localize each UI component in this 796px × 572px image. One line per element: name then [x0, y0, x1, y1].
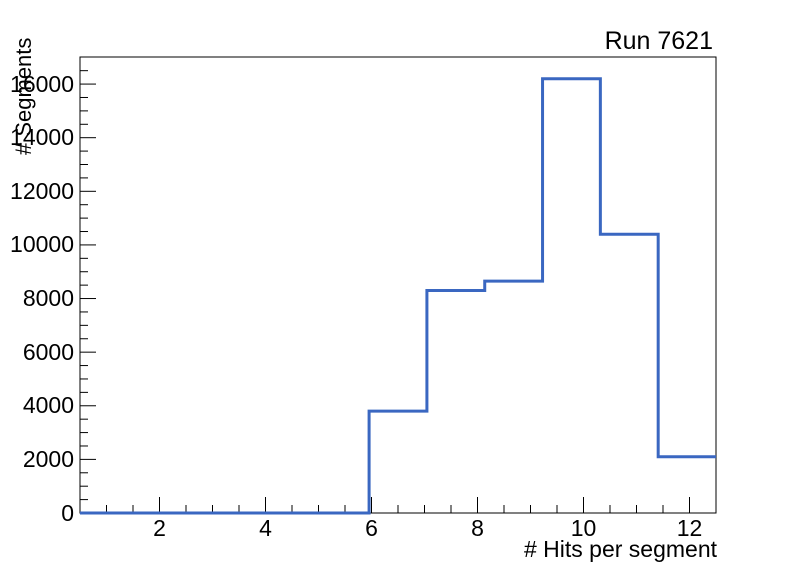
x-tick-label: 12 — [676, 515, 703, 541]
y-tick-label: 0 — [61, 499, 74, 526]
x-tick-label: 10 — [570, 515, 597, 541]
y-tick-label: 14000 — [10, 124, 74, 151]
x-tick-label: 6 — [365, 515, 378, 541]
y-tick-label: 4000 — [22, 392, 74, 419]
x-tick-label: 2 — [153, 515, 166, 541]
y-tick-label: 10000 — [10, 231, 74, 258]
y-tick-label: 8000 — [22, 285, 74, 312]
y-tick-label: 2000 — [22, 445, 74, 472]
histogram-step-line — [80, 77, 716, 515]
y-tick-label: 16000 — [10, 70, 74, 97]
plot-frame — [79, 56, 717, 514]
y-tick-label: 12000 — [10, 177, 74, 204]
plot-title: Run 7621 — [604, 27, 713, 55]
y-tick-label: 6000 — [22, 338, 74, 365]
x-tick-label: 8 — [471, 515, 484, 541]
x-tick-label: 4 — [259, 515, 272, 541]
x-axis-title: # Hits per segment — [523, 536, 717, 562]
